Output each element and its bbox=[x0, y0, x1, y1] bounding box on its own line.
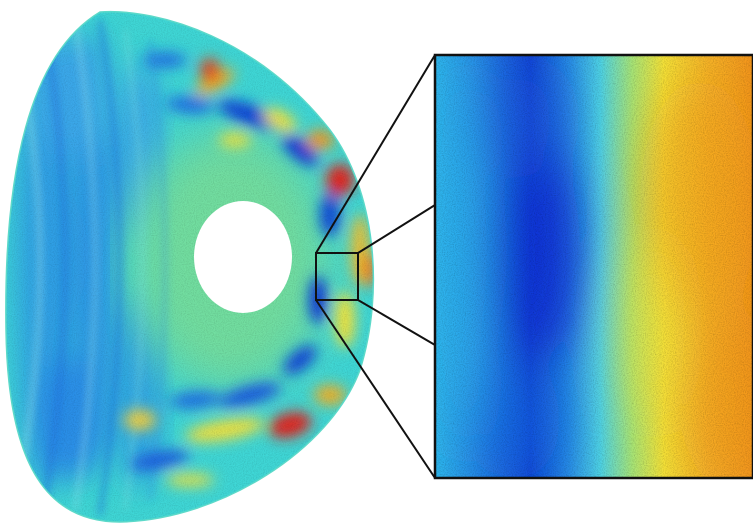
zoom-connector-lines bbox=[315, 54, 436, 479]
central-hole bbox=[194, 201, 292, 313]
cross-section-edge bbox=[5, 10, 375, 523]
zoom-selection-box bbox=[315, 252, 359, 301]
cross-section-panel bbox=[5, 10, 375, 523]
zoom-inset-frame bbox=[433, 53, 753, 480]
zoom-inset-panel bbox=[435, 55, 753, 478]
